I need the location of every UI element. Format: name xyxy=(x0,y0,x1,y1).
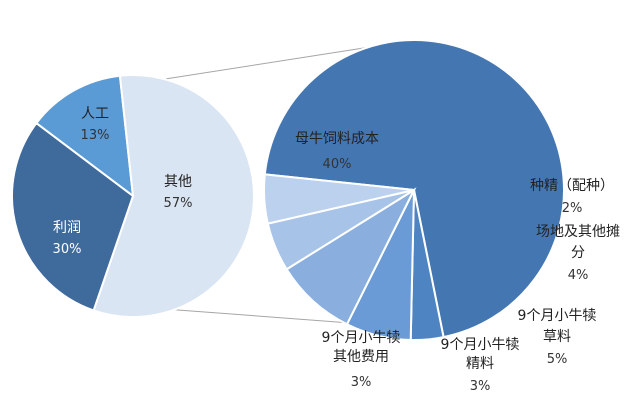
connector-line-1 xyxy=(174,309,344,323)
primary-category-label: 利润 xyxy=(53,220,81,236)
secondary-slice-0 xyxy=(263,39,565,339)
secondary-category-label: 其他费用 xyxy=(333,349,389,365)
secondary-category-label: 母牛饲料成本 xyxy=(295,131,379,147)
primary-pie xyxy=(11,74,255,318)
secondary-category-label: 草料 xyxy=(543,329,571,345)
primary-category-label: 其他 xyxy=(164,174,192,190)
secondary-value-label: 40% xyxy=(323,157,352,172)
secondary-value-label: 3% xyxy=(351,375,372,390)
secondary-value-label: 2% xyxy=(562,201,583,216)
primary-value-label: 13% xyxy=(81,128,110,143)
secondary-category-label: 9个月小牛犊 xyxy=(322,329,401,346)
secondary-pie xyxy=(263,39,565,341)
secondary-label-1: 种精（配种） 2% xyxy=(530,178,614,216)
secondary-category-label: 种精（配种） xyxy=(530,178,614,194)
connector-lines xyxy=(164,46,368,323)
secondary-category-label: 9个月小牛犊 xyxy=(441,336,520,353)
secondary-category-label: 场地及其他摊 xyxy=(536,224,620,240)
primary-label-2: 利润 30% xyxy=(53,220,82,257)
primary-slice-0 xyxy=(34,74,135,199)
secondary-value-label: 3% xyxy=(470,379,491,394)
secondary-category-label: 分 xyxy=(571,245,585,261)
secondary-value-label: 5% xyxy=(547,352,568,367)
secondary-category-label: 精料 xyxy=(466,356,494,372)
secondary-category-label: 9个月小牛犊 xyxy=(518,307,597,324)
primary-value-label: 30% xyxy=(53,242,82,257)
primary-slice-2 xyxy=(11,121,135,312)
primary-label-1: 其他 57% xyxy=(164,174,193,211)
connector-line-0 xyxy=(164,46,368,80)
secondary-slice-3 xyxy=(285,187,417,326)
secondary-value-label: 4% xyxy=(568,268,589,283)
primary-slice-1 xyxy=(92,74,255,318)
secondary-label-0: 母牛饲料成本 40% xyxy=(295,131,379,172)
primary-label-0: 人工 13% xyxy=(81,106,110,143)
secondary-slice-5 xyxy=(263,173,415,225)
primary-value-label: 57% xyxy=(164,196,193,211)
primary-category-label: 人工 xyxy=(81,106,109,122)
